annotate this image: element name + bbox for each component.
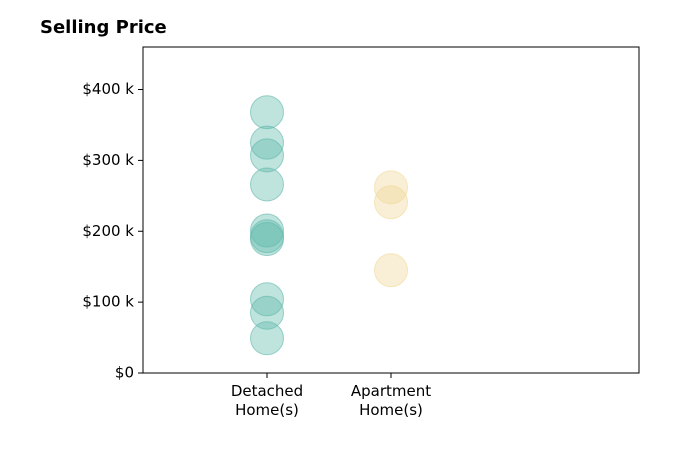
point — [250, 125, 284, 160]
y-tick-label: $200 k — [82, 222, 134, 240]
point — [250, 282, 284, 317]
point — [250, 95, 284, 130]
point — [250, 167, 284, 202]
point — [250, 321, 284, 356]
point — [374, 185, 408, 220]
y-tick-label: $100 k — [82, 293, 134, 311]
x-tick-label: Apartment Home(s) — [350, 382, 432, 419]
point — [250, 138, 284, 173]
point — [374, 170, 408, 205]
point — [250, 222, 284, 257]
point — [250, 295, 284, 330]
chart-title: Selling Price — [40, 17, 167, 38]
y-tick-label: $400 k — [82, 80, 134, 98]
y-tick-label: $300 k — [82, 151, 134, 169]
y-tick-label: $0 — [115, 364, 134, 382]
x-tick-label: Detached Home(s) — [230, 382, 304, 419]
point — [374, 253, 408, 288]
